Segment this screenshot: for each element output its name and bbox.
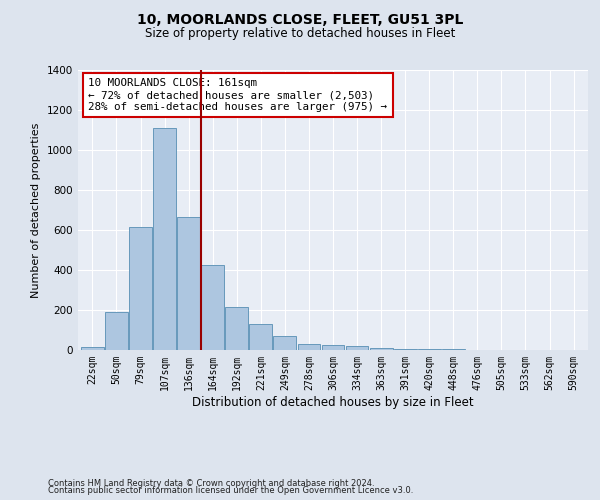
Bar xyxy=(322,345,344,350)
Bar xyxy=(226,307,248,350)
Text: 10 MOORLANDS CLOSE: 161sqm
← 72% of detached houses are smaller (2,503)
28% of s: 10 MOORLANDS CLOSE: 161sqm ← 72% of deta… xyxy=(88,78,387,112)
Bar xyxy=(81,347,104,350)
Bar xyxy=(394,349,416,350)
Bar xyxy=(105,312,128,350)
Text: Size of property relative to detached houses in Fleet: Size of property relative to detached ho… xyxy=(145,28,455,40)
Text: Contains public sector information licensed under the Open Government Licence v3: Contains public sector information licen… xyxy=(48,486,413,495)
Bar xyxy=(346,346,368,350)
Bar xyxy=(177,217,200,350)
Bar xyxy=(370,348,392,350)
Bar xyxy=(418,349,440,350)
Bar xyxy=(129,227,152,350)
Y-axis label: Number of detached properties: Number of detached properties xyxy=(31,122,41,298)
Bar xyxy=(250,324,272,350)
X-axis label: Distribution of detached houses by size in Fleet: Distribution of detached houses by size … xyxy=(192,396,474,408)
Text: Contains HM Land Registry data © Crown copyright and database right 2024.: Contains HM Land Registry data © Crown c… xyxy=(48,478,374,488)
Bar xyxy=(153,128,176,350)
Bar xyxy=(201,265,224,350)
Text: 10, MOORLANDS CLOSE, FLEET, GU51 3PL: 10, MOORLANDS CLOSE, FLEET, GU51 3PL xyxy=(137,12,463,26)
Bar xyxy=(274,336,296,350)
Bar xyxy=(298,344,320,350)
